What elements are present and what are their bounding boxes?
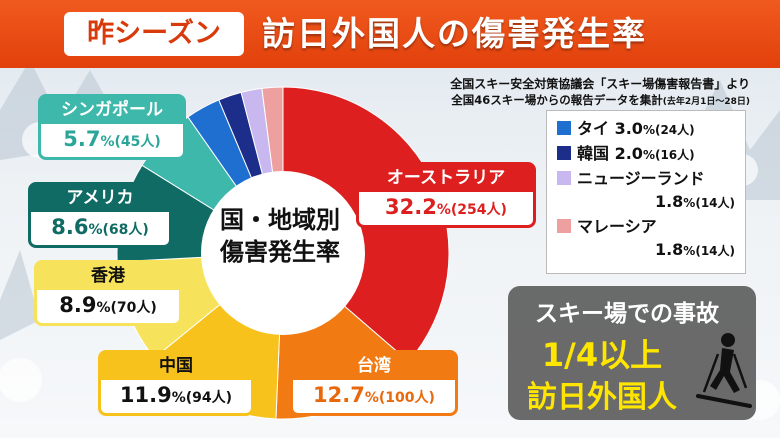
legend-pct-malaysia: 1.8 [654,240,684,259]
legend-count-korea: (16人) [654,148,695,162]
legend-count-thailand: (24人) [654,123,695,137]
legend-item-korea: 韓国 2.0%(16人) [557,142,735,167]
legend-swatch-korea [557,146,571,160]
label-usa-name: アメリカ [66,188,134,208]
center-label-line-1: 国・地域別 [220,206,340,234]
source-line-1: 全国スキー安全対策協議会「スキー場傷害報告書」より [450,77,750,91]
legend-count-newzealand: (14人) [695,196,735,210]
legend-unit-newzealand: % [683,196,696,210]
label-singapore-count: (45人) [114,134,161,150]
label-taiwan-pct: 12.7 [313,383,365,407]
legend-item-newzealand: ニュージーランド [557,167,735,190]
legend-name-malaysia: マレーシア [577,217,657,236]
label-singapore-name: シンガポール [61,100,163,120]
legend-value-malaysia: 1.8%(14人) [557,238,735,263]
legend-count-malaysia: (14人) [695,244,735,258]
source-line-2-note: (去年2月1日〜28日) [662,97,750,107]
title-banner: 昨シーズン 訪日外国人の傷害発生率 [0,0,780,68]
legend-unit-korea: % [642,148,655,162]
label-australia-name: オーストラリア [386,168,506,188]
legend-swatch-newzealand [557,171,571,185]
source-line-2-text: 全国46スキー場からの報告データを集計 [451,93,663,107]
label-usa: アメリカ 8.6%(68人) [28,182,172,248]
legend-item-thailand: タイ 3.0%(24人) [557,117,735,142]
label-china-unit: % [171,390,186,406]
label-taiwan: 台湾 12.7%(100人) [290,350,458,416]
legend-pct-korea: 2.0 [614,144,643,163]
pie-center-hole [201,171,365,335]
legend-value-newzealand: 1.8%(14人) [557,190,735,215]
label-hongkong-pct: 8.9 [59,293,97,317]
label-china: 中国 11.9%(94人) [98,350,254,416]
accident-line-2: 1/4以上 [541,336,663,374]
label-china-pct: 11.9 [119,383,172,407]
label-australia-count: (254人) [450,202,507,218]
label-hongkong-unit: % [96,300,111,316]
accident-callout: スキー場での事故 1/4以上 訪日外国人 [508,286,756,420]
label-australia-unit: % [436,202,451,218]
label-singapore: シンガポール 5.7%(45人) [38,94,186,160]
label-china-name: 中国 [159,356,193,376]
legend-name-korea: 韓国 [577,144,610,163]
label-singapore-unit: % [100,134,115,150]
label-australia-pct: 32.2 [385,195,437,219]
label-australia: オーストラリア 32.2%(254人) [356,162,536,228]
legend-swatch-malaysia [557,219,571,233]
label-usa-pct: 8.6 [51,215,89,239]
pie-center-label: 国・地域別 傷害発生率 [186,204,374,268]
center-label-line-2: 傷害発生率 [220,238,340,266]
legend-unit-malaysia: % [683,244,696,258]
page-title: 訪日外国人の傷害発生率 [262,14,647,53]
legend-swatch-thailand [557,121,571,135]
legend-pct-thailand: 3.0 [614,119,643,138]
season-badge: 昨シーズン [64,12,244,56]
source-line-2: 全国46スキー場からの報告データを集計(去年2月1日〜28日) [451,92,750,108]
legend-name-newzealand: ニュージーランド [577,169,705,188]
label-china-count: (94人) [185,390,233,406]
label-taiwan-count: (100人) [378,390,435,406]
legend-unit-thailand: % [642,123,655,137]
legend-name-thailand: タイ [577,119,610,138]
legend-pct-newzealand: 1.8 [654,192,684,211]
label-usa-unit: % [88,222,103,238]
skier-icon [696,333,752,408]
label-hongkong-count: (70人) [110,300,157,316]
label-hongkong-name: 香港 [91,266,125,286]
small-slices-legend: タイ 3.0%(24人) 韓国 2.0%(16人) ニュージーランド 1.8%(… [546,110,746,274]
label-singapore-pct: 5.7 [63,127,101,151]
legend-item-malaysia: マレーシア [557,215,735,238]
label-hongkong: 香港 8.9%(70人) [34,260,182,326]
accident-line-3: 訪日外国人 [527,380,677,415]
accident-line-1: スキー場での事故 [535,301,719,327]
label-taiwan-unit: % [364,390,379,406]
label-taiwan-name: 台湾 [357,356,391,376]
label-usa-count: (68人) [102,222,149,238]
